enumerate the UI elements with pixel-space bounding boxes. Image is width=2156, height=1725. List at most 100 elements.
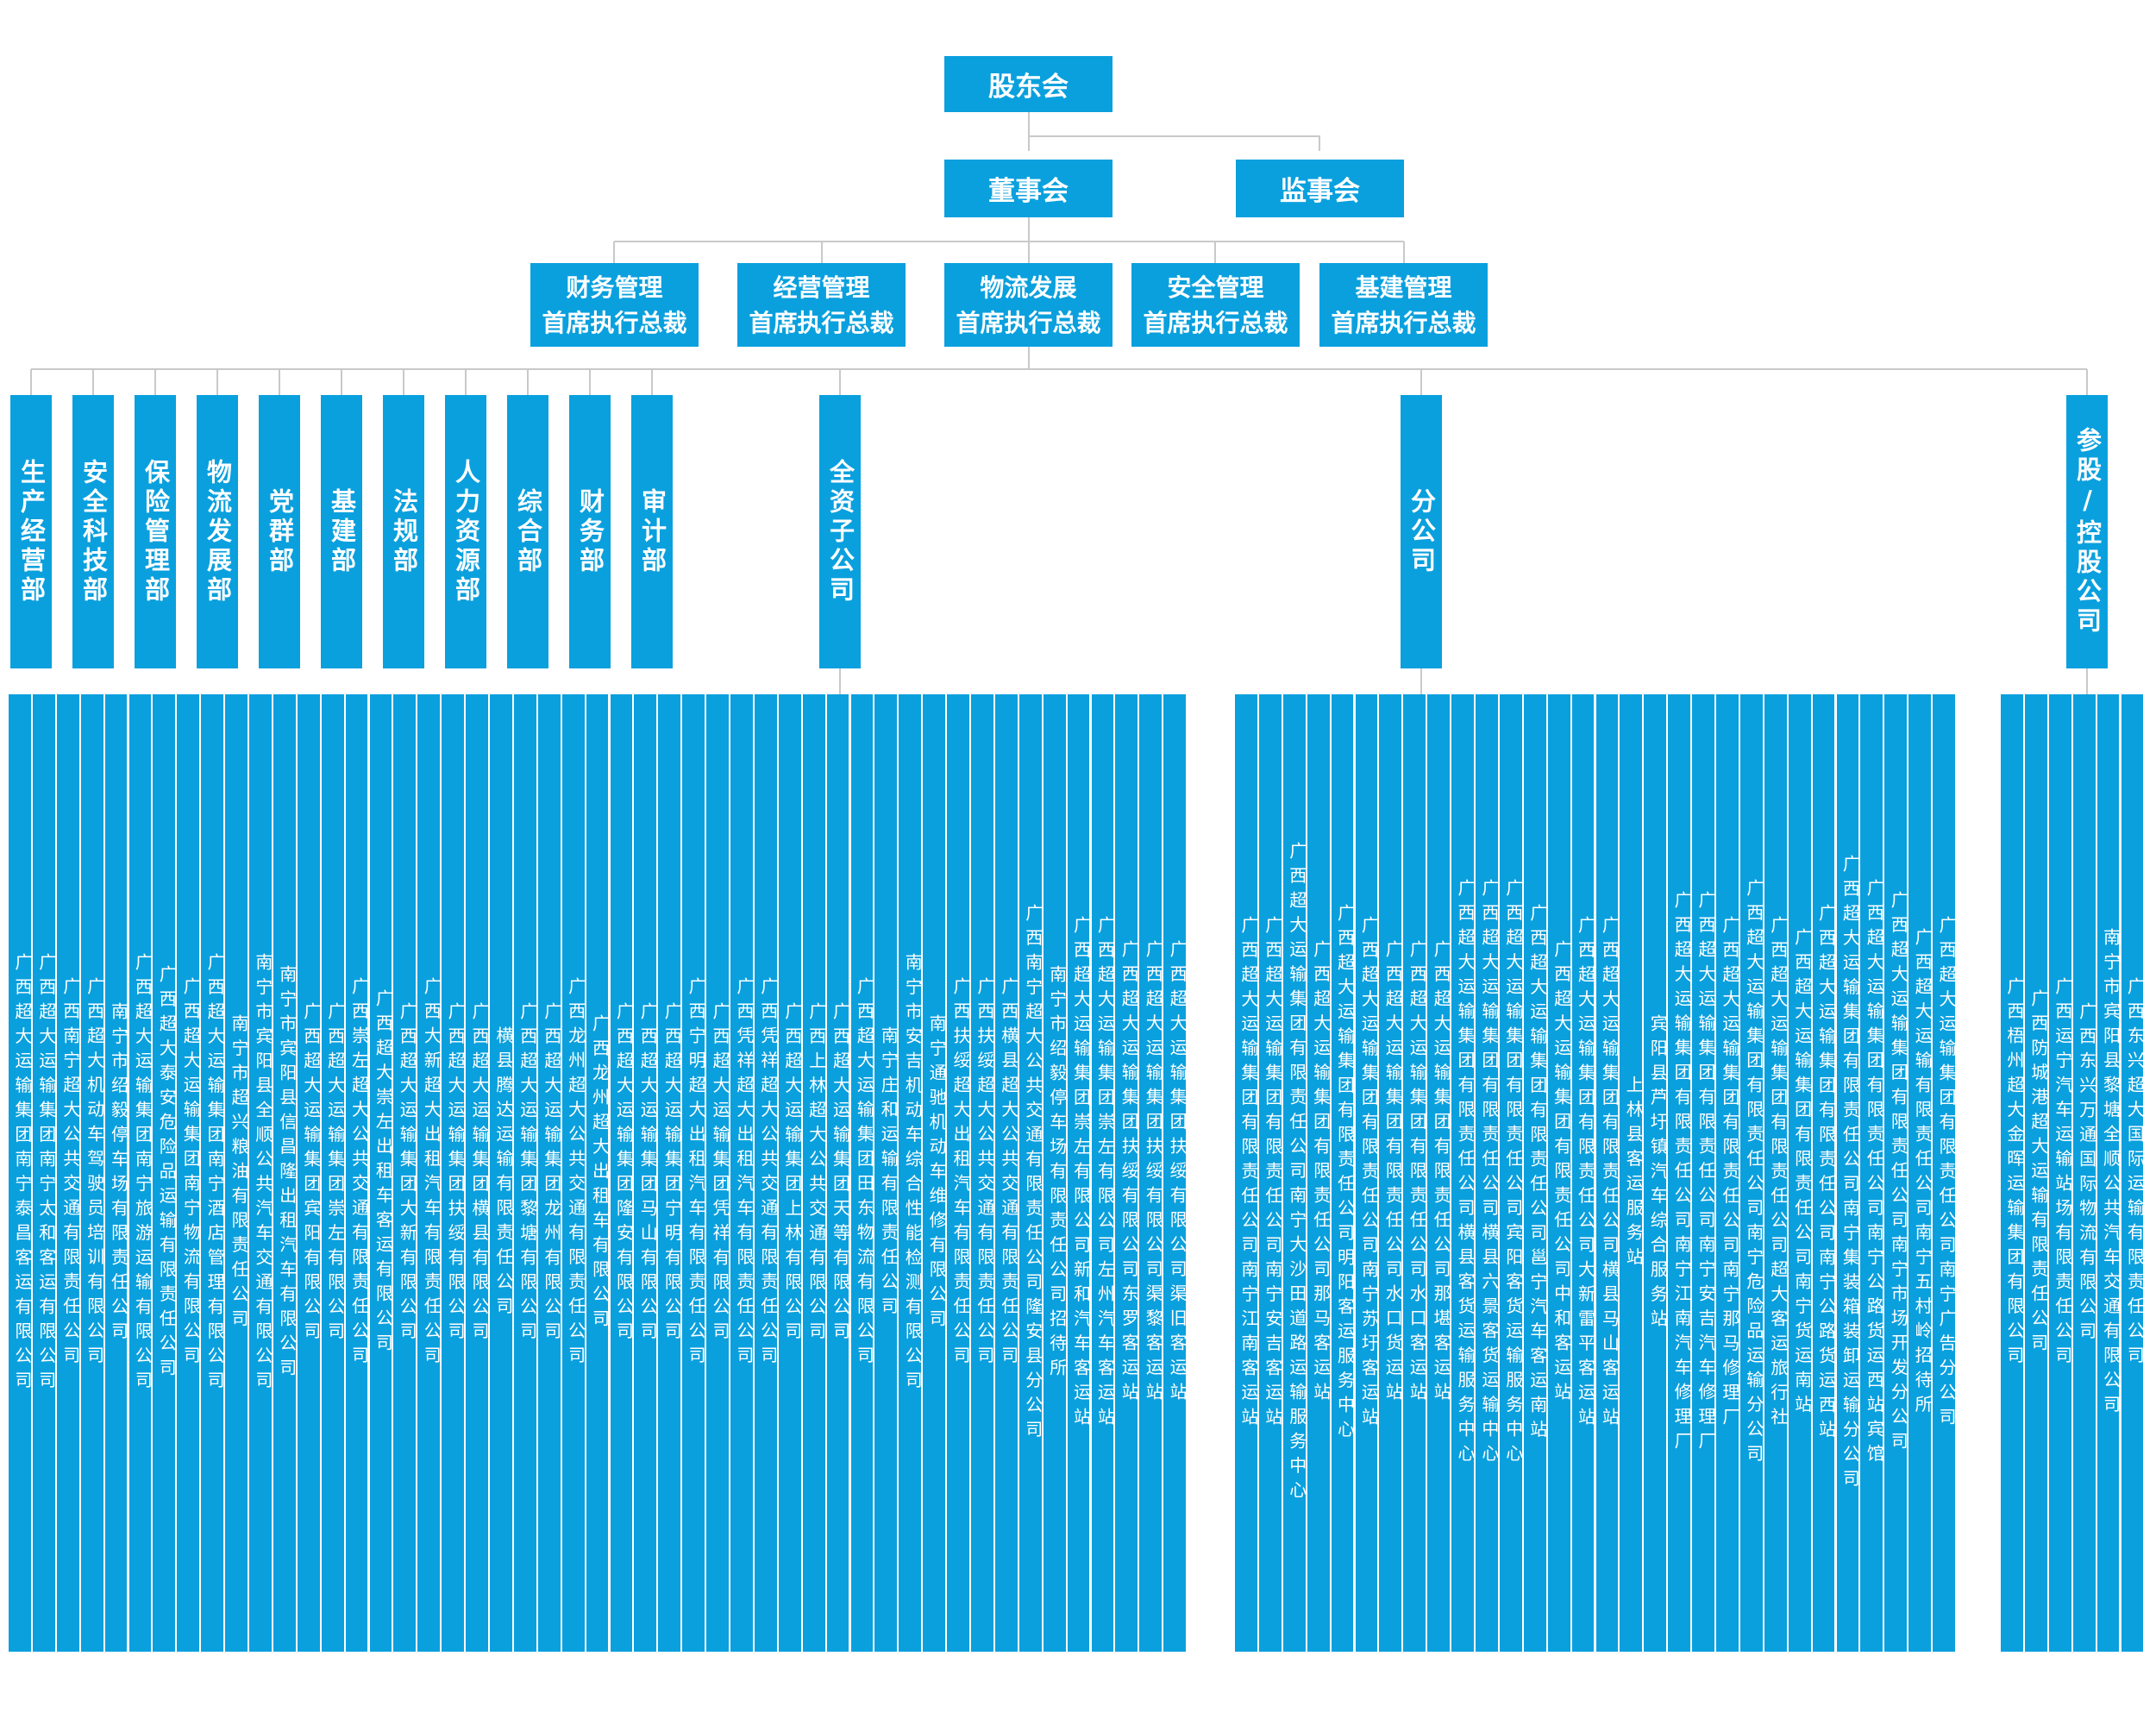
branch-item[interactable]: 广西超大运输集团有限责任公司南宁公路货运西站宾馆 — [1860, 694, 1884, 1652]
dept-audit[interactable]: 审计部 — [631, 395, 673, 668]
branch-item[interactable]: 广西超大运输集团有限责任公司南宁市场开发分公司 — [1884, 694, 1908, 1652]
dept-insurance[interactable]: 保险管理部 — [135, 395, 176, 668]
subsidiary-item[interactable]: 广西超大运输集团黎塘有限公司 — [513, 694, 537, 1652]
subsidiary-item[interactable]: 广西扶绥超大公共交通有限责任公司 — [971, 694, 994, 1652]
holding-item[interactable]: 广西运宁汽车运输站场有限责任公司 — [2048, 694, 2072, 1652]
subsidiary-item[interactable]: 广西超大运输集团天等有限公司 — [826, 694, 850, 1652]
subsidiary-item[interactable]: 广西横县超大公共交通有限责任公司 — [994, 694, 1018, 1652]
subsidiary-item[interactable]: 南宁市超兴粮油有限责任公司 — [225, 694, 248, 1652]
branch-item[interactable]: 广西超大运输集团有限责任公司宾阳客货运输服务中心 — [1499, 694, 1523, 1652]
subsidiary-item[interactable]: 广西超大运输集团上林有限公司 — [778, 694, 802, 1652]
dept-production[interactable]: 生产经营部 — [10, 395, 52, 668]
subsidiary-item[interactable]: 广西超大运输集团崇左有限公司左州汽车客运站 — [1091, 694, 1115, 1652]
branch-item[interactable]: 广西超大运输集团有限责任公司那堪客运站 — [1427, 694, 1451, 1652]
branch-item[interactable]: 广西超大运输集团有限责任公司横县六景客货运输中心 — [1476, 694, 1499, 1652]
subsidiary-item[interactable]: 广西超大运输集团凭祥有限公司 — [706, 694, 730, 1652]
branch-item[interactable]: 广西超大运输有限责任公司南宁五村岭招待所 — [1908, 694, 1933, 1652]
exec-operations-box[interactable]: 经营管理 首席执行总裁 — [737, 263, 906, 347]
subsidiary-item[interactable]: 横县腾达运输有限责任公司 — [490, 694, 513, 1652]
dept-safety-tech[interactable]: 安全科技部 — [72, 395, 114, 668]
subsidiary-item[interactable]: 广西超大运输集团宾阳有限公司 — [297, 694, 321, 1652]
branch-item[interactable]: 广西超大运输集团有限责任公司超大客运旅行社 — [1764, 694, 1788, 1652]
subsidiary-item[interactable]: 南宁市绍毅停车场有限责任公司招待所 — [1043, 694, 1067, 1652]
subsidiary-item[interactable]: 广西超大运输集团南宁太和客运有限公司 — [32, 694, 56, 1652]
subsidiary-item[interactable]: 广西超大运输集团宁明有限公司 — [658, 694, 682, 1652]
subsidiary-item[interactable]: 广西超大运输集团南宁旅游运输有限公司 — [128, 694, 153, 1652]
subsidiary-item[interactable]: 广西龙州超大出租车有限公司 — [586, 694, 610, 1652]
subsidiary-item[interactable]: 广西超大运输集团扶绥有限公司渠黎客运站 — [1139, 694, 1163, 1652]
branch-item[interactable]: 广西超大运输集团有限责任公司南宁危险品运输分公司 — [1739, 694, 1764, 1652]
branch-item[interactable]: 广西超大运输集团有限责任公司南宁集装箱装卸运输分公司 — [1836, 694, 1860, 1652]
subsidiary-item[interactable]: 广西超大运输集团扶绥有限公司东罗客运站 — [1115, 694, 1139, 1652]
subsidiary-item[interactable]: 广西超大运输集团崇左有限公司新和汽车客运站 — [1067, 694, 1091, 1652]
branch-item[interactable]: 广西超大运输集团有限责任公司南宁安吉汽车修理厂 — [1692, 694, 1715, 1652]
branch-item[interactable]: 广西超大运输集团有限责任公司中和客运站 — [1547, 694, 1571, 1652]
branch-item[interactable]: 广西超大运输集团有限责任公司横县马山客运站 — [1595, 694, 1620, 1652]
subsidiary-item[interactable]: 广西超大运输集团南宁物流有限公司 — [177, 694, 201, 1652]
branch-item[interactable]: 广西超大运输集团有限责任公司大新雷平客运站 — [1571, 694, 1595, 1652]
dept-general[interactable]: 综合部 — [507, 395, 548, 668]
subsidiary-item[interactable]: 广西超大运输集团南宁酒店管理有限公司 — [201, 694, 225, 1652]
branch-item[interactable]: 广西超大运输集团有限责任公司南宁广告分公司 — [1933, 694, 1956, 1652]
subsidiary-item[interactable]: 南宁市安吉机动车综合性能检测有限公司 — [899, 694, 923, 1652]
exec-safety-box[interactable]: 安全管理 首席执行总裁 — [1131, 263, 1300, 347]
subsidiary-item[interactable]: 南宁庄和运输有限责任公司 — [874, 694, 899, 1652]
subsidiary-item[interactable]: 广西扶绥超大出租汽车有限责任公司 — [947, 694, 970, 1652]
subsidiary-item[interactable]: 广西超大运输集团扶绥有限公司渠旧客运站 — [1163, 694, 1188, 1652]
subsidiary-item[interactable]: 广西超大泰安危险品运输有限责任公司 — [153, 694, 177, 1652]
branch-item[interactable]: 广西超大运输集团有限责任公司邕宁汽车客运南站 — [1523, 694, 1547, 1652]
dept-finance[interactable]: 财务部 — [569, 395, 611, 668]
dept-logistics[interactable]: 物流发展部 — [197, 395, 238, 668]
exec-construction-box[interactable]: 基建管理 首席执行总裁 — [1319, 263, 1488, 347]
subsidiary-item[interactable]: 广西上林超大公共交通有限公司 — [802, 694, 826, 1652]
subsidiary-item[interactable]: 广西超大运输集团南宁泰昌客运有限公司 — [9, 694, 32, 1652]
exec-logistics-box[interactable]: 物流发展 首席执行总裁 — [944, 263, 1112, 347]
holding-item[interactable]: 广西防城港超大运输有限责任公司 — [2024, 694, 2048, 1652]
group-holdings[interactable]: 参股/控股公司 — [2066, 395, 2108, 668]
branch-item[interactable]: 广西超大运输集团有限责任公司水口客运站 — [1403, 694, 1427, 1652]
subsidiary-item[interactable]: 南宁市绍毅停车场有限责任公司 — [104, 694, 128, 1652]
branch-item[interactable]: 广西超大运输集团有限责任公司南宁江南汽车修理厂 — [1668, 694, 1692, 1652]
board-box[interactable]: 董事会 — [944, 160, 1112, 217]
subsidiary-item[interactable]: 广西超大运输集团龙州有限公司 — [537, 694, 561, 1652]
subsidiary-item[interactable]: 广西超大运输集团马山有限公司 — [634, 694, 658, 1652]
subsidiary-item[interactable]: 广西超大崇左出租车客运有限公司 — [369, 694, 393, 1652]
subsidiary-item[interactable]: 南宁市宾阳县信昌隆出租汽车有限公司 — [273, 694, 297, 1652]
holding-item[interactable]: 广西东兴超大国际运输有限责任公司 — [2121, 694, 2145, 1652]
dept-construction[interactable]: 基建部 — [321, 395, 362, 668]
branch-item[interactable]: 广西超大运输集团有限责任公司水口货运站 — [1379, 694, 1403, 1652]
group-subsidiaries[interactable]: 全资子公司 — [819, 395, 861, 668]
branch-item[interactable]: 广西超大运输集团有限责任公司南宁公路货运西站 — [1812, 694, 1836, 1652]
dept-legal[interactable]: 法规部 — [383, 395, 424, 668]
branch-item[interactable]: 宾阳县芦圩镇汽车综合服务站 — [1644, 694, 1668, 1652]
subsidiary-item[interactable]: 广西崇左超大公共交通有限责任公司 — [345, 694, 369, 1652]
subsidiary-item[interactable]: 广西超大运输集团田东物流有限公司 — [850, 694, 874, 1652]
supervisors-box[interactable]: 监事会 — [1236, 160, 1404, 217]
dept-party[interactable]: 党群部 — [259, 395, 300, 668]
subsidiary-item[interactable]: 广西超大运输集团大新有限公司 — [393, 694, 417, 1652]
branch-item[interactable]: 广西超大运输集团有限责任公司南宁苏圩客运站 — [1355, 694, 1379, 1652]
subsidiary-item[interactable]: 南宁市宾阳县全顺公共汽车交通有限公司 — [249, 694, 273, 1652]
subsidiary-item[interactable]: 广西龙州超大公共交通有限责任公司 — [561, 694, 586, 1652]
branch-item[interactable]: 广西超大运输集团有限责任公司南宁货运南站 — [1788, 694, 1812, 1652]
subsidiary-item[interactable]: 广西宁明超大出租汽车有限责任公司 — [682, 694, 706, 1652]
dept-hr[interactable]: 人力资源部 — [445, 395, 486, 668]
subsidiary-item[interactable]: 广西大新超大出租汽车有限责任公司 — [417, 694, 442, 1652]
holding-item[interactable]: 广西梧州超大金晖运输集团有限公司 — [2001, 694, 2024, 1652]
subsidiary-item[interactable]: 广西超大机动车驾驶员培训有限公司 — [80, 694, 104, 1652]
subsidiary-item[interactable]: 广西凭祥超大出租汽车有限责任公司 — [730, 694, 754, 1652]
holding-item[interactable]: 广西东兴万通国际物流有限公司 — [2072, 694, 2096, 1652]
branch-item[interactable]: 广西超大运输集团有限责任公司南宁江南客运站 — [1235, 694, 1258, 1652]
subsidiary-item[interactable]: 广西超大运输集团崇左有限公司 — [321, 694, 345, 1652]
subsidiary-item[interactable]: 广西超大运输集团横县有限公司 — [466, 694, 489, 1652]
branch-item[interactable]: 广西超大运输集团有限责任公司那马客运站 — [1307, 694, 1331, 1652]
subsidiary-item[interactable]: 广西南宁超大公共交通有限责任公司 — [56, 694, 80, 1652]
subsidiary-item[interactable]: 广西超大运输集团扶绥有限公司 — [442, 694, 466, 1652]
exec-finance-box[interactable]: 财务管理 首席执行总裁 — [530, 263, 699, 347]
shareholders-box[interactable]: 股东会 — [944, 56, 1112, 112]
branch-item[interactable]: 上林县客运服务站 — [1620, 694, 1644, 1652]
subsidiary-item[interactable]: 南宁通驰机动车维修有限公司 — [923, 694, 947, 1652]
branch-item[interactable]: 广西超大运输集团有限责任公司横县客货运输服务中心 — [1451, 694, 1475, 1652]
branch-item[interactable]: 广西超大运输集团有限责任公司明阳客运服务中心 — [1331, 694, 1355, 1652]
branch-item[interactable]: 广西超大运输集团有限责任公司南宁那马修理厂 — [1716, 694, 1739, 1652]
